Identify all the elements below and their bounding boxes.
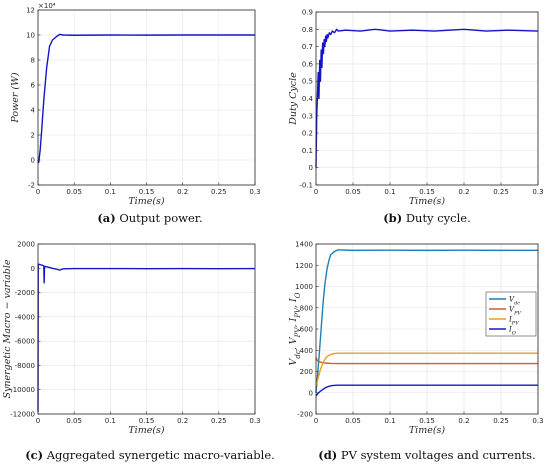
y-tick-label: 6	[31, 82, 36, 90]
y-tick-label: 1400	[295, 241, 313, 249]
x-tick-label: 0.15	[419, 417, 435, 425]
x-tick-label: 0.3	[532, 417, 543, 425]
x-tick-label: 0.15	[139, 188, 155, 196]
x-tick-label: 0.15	[419, 188, 435, 196]
x-tick-label: 0.1	[105, 417, 116, 425]
panel-c: 0 0.05 0.1 0.15 0.2 0.25 0.3 -12000 -10000 -8000 -…	[2, 241, 275, 463]
x-tick-label: 0.25	[493, 417, 509, 425]
panel-d: 0 0.05 0.1 0.15 0.2 0.25 0.3-20002004006008001…	[288, 241, 544, 463]
x-tick-label: 0.05	[66, 417, 82, 425]
x-tick-label: 0.05	[66, 188, 82, 196]
y-tick-label: -0.1	[299, 182, 313, 190]
y-tick-label: 0	[31, 157, 35, 165]
panel-caption: (d) PV system voltages and currents.	[318, 448, 535, 462]
y-tick-label: 0	[31, 265, 35, 273]
y-tick-label: -2000	[15, 289, 35, 297]
y-tick-label: 0.1	[302, 147, 313, 155]
y-axis-label: Duty Cycle	[288, 72, 299, 126]
x-tick-label: 0.05	[345, 188, 361, 196]
y-tick-label: 0.5	[302, 78, 313, 86]
x-tick-label: 0.2	[458, 188, 469, 196]
legend-label-vpv: VPV	[509, 306, 522, 317]
panel-caption: (c) Aggregated synergetic macro-variable…	[25, 448, 275, 462]
panel-caption: (a) Output power.	[97, 211, 202, 225]
y-tick-label: 12	[26, 7, 35, 15]
y-tick-label: -8000	[15, 362, 35, 370]
x-tick-label: 0.05	[345, 417, 361, 425]
x-tick-label: 0	[36, 188, 40, 196]
panel-b: 0 0.05 0.1 0.15 0.2 0.25 0.3-0.100.10.20.30.40…	[288, 9, 544, 226]
series-line	[315, 28, 539, 168]
y-tick-label: 0.9	[302, 9, 313, 17]
x-tick-label: 0.3	[249, 188, 260, 196]
x-tick-label: 0	[314, 417, 318, 425]
y-axis-label: Vdc, VPV, IPV, IO	[288, 292, 302, 365]
panel-a: 0 0.05 0.1 0.15 0.2 0.25 0.3-2024681012×10⁴Tim…	[10, 2, 261, 225]
x-tick-label: 0.1	[105, 188, 116, 196]
x-tick-label: 0.1	[384, 417, 395, 425]
x-tick-label: 0	[314, 188, 318, 196]
y-tick-label: 0.2	[302, 130, 313, 138]
y-tick-label: -200	[297, 411, 313, 419]
legend-label-vdc: Vdc	[509, 296, 520, 307]
y-tick-label: 1200	[295, 262, 313, 270]
y-tick-label: 2000	[17, 241, 35, 249]
y-tick-label: 0.6	[302, 60, 314, 68]
x-tick-label: 0.25	[211, 417, 227, 425]
y-tick-label: 400	[300, 347, 313, 355]
series-line-ipv	[315, 352, 538, 387]
legend-label-ipv: IPV	[508, 316, 520, 327]
series-line	[37, 263, 256, 412]
y-tick-label: 0	[309, 164, 313, 172]
x-tick-label: 0.2	[177, 188, 188, 196]
y-tick-label: 0	[309, 389, 313, 397]
legend-label-io: IO	[508, 326, 516, 337]
y-tick-label: 200	[300, 368, 313, 376]
y-axis-label: Synergetic Macro − variable	[2, 259, 13, 398]
y-tick-label: -12000	[10, 411, 35, 419]
y-tick-label: 0.8	[302, 26, 313, 34]
series-line	[37, 33, 255, 164]
x-tick-label: 0	[36, 417, 40, 425]
x-axis-label: Time(s)	[409, 196, 446, 207]
panel-caption: (b) Duty cycle.	[383, 211, 471, 225]
y-tick-label: -10000	[10, 386, 35, 394]
x-tick-label: 0.25	[211, 188, 227, 196]
x-tick-label: 0.1	[384, 188, 395, 196]
x-tick-label: 0.3	[249, 417, 260, 425]
x-axis-label: Time(s)	[128, 425, 165, 436]
x-tick-label: 0.3	[532, 188, 543, 196]
y-tick-label: 1000	[295, 283, 313, 291]
y-tick-label: -2	[28, 182, 35, 190]
y-tick-label: 600	[300, 326, 313, 334]
x-tick-label: 0.2	[177, 417, 188, 425]
y-axis-label: Power (W)	[10, 72, 21, 124]
x-tick-label: 0.15	[139, 417, 155, 425]
y-tick-label: -4000	[15, 313, 35, 321]
exponent-label: ×10⁴	[38, 2, 56, 10]
y-tick-label: 0.7	[302, 43, 313, 51]
series-line-io	[315, 384, 538, 397]
y-tick-label: -6000	[15, 338, 35, 346]
series-line-vpv	[315, 357, 538, 365]
y-tick-label: 800	[300, 304, 313, 312]
y-tick-label: 10	[26, 32, 35, 40]
x-axis-label: Time(s)	[409, 425, 446, 436]
y-tick-label: 0.3	[302, 112, 313, 120]
x-axis-label: Time(s)	[128, 196, 165, 207]
y-tick-label: 4	[31, 107, 36, 115]
x-tick-label: 0.25	[493, 188, 509, 196]
y-tick-label: 8	[31, 57, 35, 65]
series-line-vdc	[315, 249, 539, 393]
y-tick-label: 0.4	[302, 95, 314, 103]
y-tick-label: 2	[31, 132, 35, 140]
x-tick-label: 0.2	[458, 417, 469, 425]
